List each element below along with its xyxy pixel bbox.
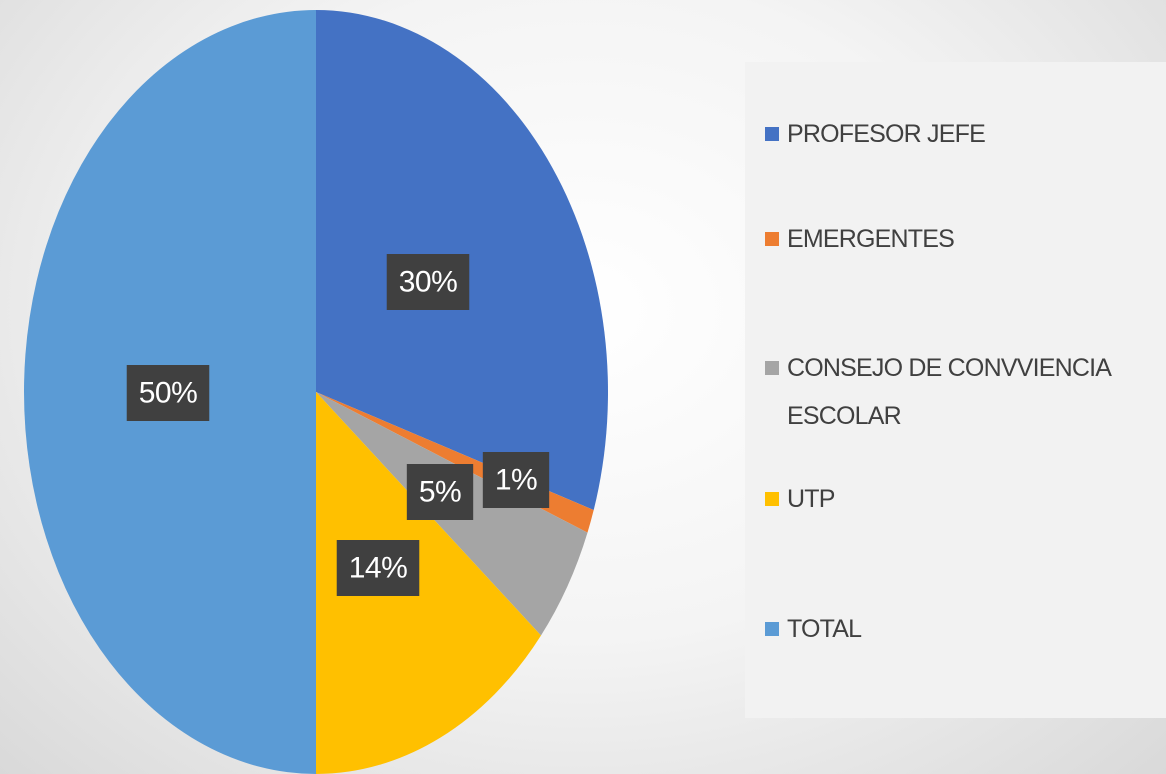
data-label: 30% [399, 266, 458, 299]
data-label: 1% [495, 464, 537, 497]
legend-swatch [765, 492, 779, 506]
legend-label: PROFESOR JEFE [787, 120, 986, 148]
legend-entry: TOTAL [765, 605, 1157, 653]
legend-label: CONSEJO DE CONVVIENCIA ESCOLAR [787, 354, 1111, 430]
legend-entry: EMERGENTES [765, 215, 1157, 263]
legend-entry: CONSEJO DE CONVVIENCIA ESCOLAR [765, 344, 1157, 440]
data-label: 14% [349, 552, 408, 585]
data-label-box [126, 365, 210, 421]
legend-label: EMERGENTES [787, 225, 955, 253]
legend-entry: PROFESOR JEFE [765, 110, 1157, 158]
legend-swatch [765, 127, 779, 141]
legend-entry: UTP [765, 475, 1157, 523]
legend-label: TOTAL [787, 615, 862, 643]
data-label-box [336, 540, 420, 596]
legend-swatch [765, 622, 779, 636]
legend-swatch [765, 361, 779, 375]
legend-swatch [765, 232, 779, 246]
pie-slice [316, 392, 541, 774]
data-label: 50% [139, 377, 198, 410]
data-label-box [386, 254, 470, 310]
data-label-box [482, 452, 550, 508]
data-label-box [406, 464, 474, 520]
data-label: 5% [419, 476, 461, 509]
legend: PROFESOR JEFE EMERGENTES CONSEJO DE CONVVI… [745, 62, 1166, 718]
legend-label: UTP [787, 485, 835, 513]
